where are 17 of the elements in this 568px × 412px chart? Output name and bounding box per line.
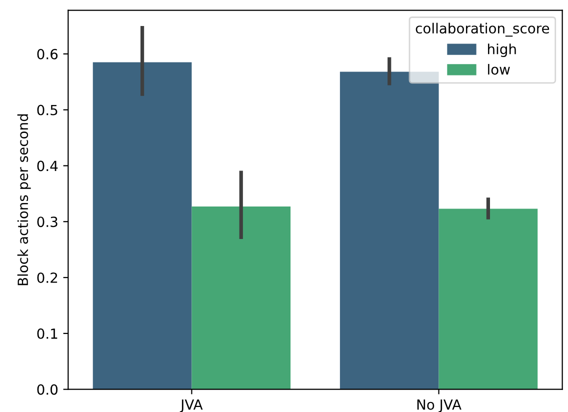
bar <box>438 208 538 390</box>
y-tick-label: 0.5 <box>37 104 58 116</box>
y-tick-label: 0.6 <box>37 48 58 60</box>
y-tick-label: 0.0 <box>37 384 58 395</box>
legend-title: collaboration_score <box>416 22 550 37</box>
y-tick-label: 0.2 <box>37 272 58 284</box>
legend-label: high <box>488 44 516 58</box>
x-tick-label: No JVA <box>417 399 462 412</box>
y-tick-label: 0.3 <box>37 216 58 228</box>
bar <box>92 62 192 390</box>
bar <box>192 206 291 390</box>
bar <box>340 72 439 390</box>
y-axis-title: Block actions per second <box>17 114 31 286</box>
y-tick-label: 0.4 <box>37 160 58 172</box>
x-tick-label: JVA <box>180 399 203 412</box>
y-tick-label: 0.1 <box>37 328 58 339</box>
legend-label: low <box>488 64 510 75</box>
